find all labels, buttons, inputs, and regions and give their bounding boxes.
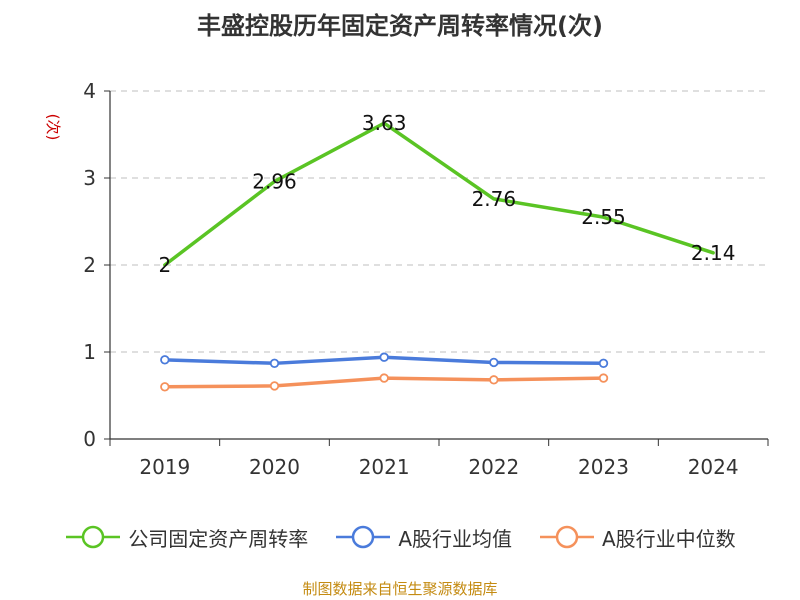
y-axis-label: (次) bbox=[44, 114, 62, 141]
legend-item[interactable]: A股行业均值 bbox=[334, 519, 512, 555]
y-tick-label: 3 bbox=[83, 166, 96, 190]
data-labels: 2 2.96 3.63 2.76 2.55 2.14 bbox=[158, 111, 735, 277]
axes: 0 1 2 3 4 2019 2020 2021 2022 2023 2024 (次) bbox=[44, 79, 769, 479]
legend-label: 公司固定资产周转率 bbox=[128, 526, 309, 551]
x-tick-label: 2023 bbox=[578, 455, 629, 479]
y-tick-label: 1 bbox=[83, 340, 96, 364]
data-label: 2 bbox=[158, 253, 171, 277]
legend-item[interactable]: 公司固定资产周转率 bbox=[64, 519, 308, 555]
series-lines bbox=[160, 121, 715, 392]
x-tick-label: 2020 bbox=[249, 455, 300, 479]
legend-item[interactable]: A股行业中位数 bbox=[538, 519, 736, 555]
series-point bbox=[269, 381, 280, 391]
y-tick-label: 2 bbox=[83, 253, 96, 277]
legend-swatch-icon bbox=[540, 525, 594, 549]
series-point bbox=[160, 355, 170, 365]
x-tick-label: 2019 bbox=[139, 455, 190, 479]
series-point bbox=[379, 373, 389, 383]
legend: 公司固定资产周转率 A股行业均值 A股行业中位数 bbox=[0, 519, 800, 555]
legend-marker bbox=[555, 525, 579, 549]
legend-label: A股行业中位数 bbox=[602, 526, 736, 551]
series-point bbox=[269, 358, 280, 369]
series-point bbox=[598, 373, 609, 383]
series-line bbox=[163, 121, 715, 267]
chart-title: 丰盛控股历年固定资产周转率情况(次) bbox=[197, 12, 603, 40]
y-tick-label: 4 bbox=[83, 79, 96, 103]
data-label: 2.55 bbox=[581, 205, 626, 229]
data-label: 2.96 bbox=[252, 169, 297, 193]
legend-marker bbox=[352, 525, 375, 549]
series-point bbox=[379, 352, 389, 362]
series-point bbox=[160, 382, 170, 392]
x-tick-label: 2022 bbox=[468, 455, 519, 479]
data-label: 3.63 bbox=[362, 111, 407, 135]
legend-swatch-icon bbox=[66, 525, 121, 549]
source-note: 制图数据来自恒生聚源数据库 bbox=[302, 580, 498, 598]
legend-swatch-icon bbox=[336, 525, 391, 549]
grid-lines bbox=[110, 90, 768, 353]
series-point bbox=[598, 358, 609, 369]
series-point bbox=[489, 375, 499, 385]
legend-label: A股行业均值 bbox=[398, 526, 512, 551]
series-point bbox=[489, 357, 499, 368]
x-tick-label: 2021 bbox=[359, 455, 410, 479]
y-tick-label: 0 bbox=[83, 427, 96, 451]
data-label: 2.76 bbox=[472, 187, 517, 211]
x-tick-label: 2024 bbox=[688, 455, 739, 479]
data-label: 2.14 bbox=[691, 241, 736, 265]
legend-marker bbox=[82, 525, 105, 549]
